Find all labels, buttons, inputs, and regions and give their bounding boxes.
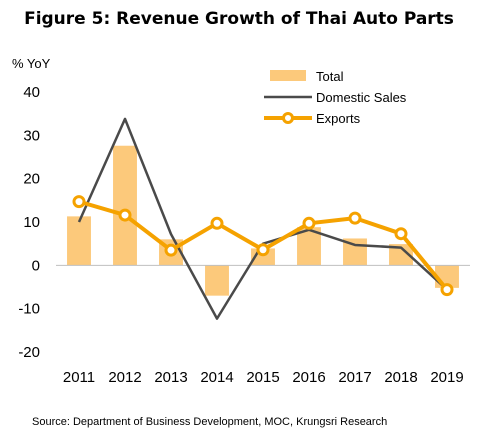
x-tick-label: 2019 [430,369,463,386]
y-tick-label: 40 [23,84,40,101]
marker-exports-2019 [440,283,454,297]
marker-exports-2014 [210,216,224,230]
x-tick-label: 2018 [384,369,417,386]
legend: Total Domestic Sales Exports [264,69,407,126]
source-note: Source: Department of Business Developme… [32,416,387,428]
marker-exports-2011 [72,195,86,209]
x-tick-label: 2011 [63,369,95,386]
y-tick-label: 20 [23,171,40,188]
marker-exports-2018 [394,227,408,241]
y-tick-label: -20 [18,344,40,361]
x-tick-label: 2016 [292,369,325,386]
legend-label-total: Total [316,69,344,84]
y-tick-label: 0 [32,257,40,274]
x-tick-label: 2015 [246,369,279,386]
y-tick-label: 30 [23,127,40,144]
bar-total-2012 [113,145,137,266]
x-tick-label: 2014 [200,369,233,386]
bar-series-total [67,145,459,296]
legend-label-domestic-sales: Domestic Sales [316,90,407,105]
legend-swatch-total [270,70,306,81]
marker-exports-2017 [348,211,362,225]
bar-total-2018 [389,244,413,266]
legend-marker-exports [282,112,294,124]
bar-total-2014 [205,265,229,296]
bar-total-2011 [67,216,91,266]
marker-exports-2016 [302,216,316,230]
line-series [72,117,454,320]
legend-label-exports: Exports [316,111,361,126]
y-tick-label: -10 [18,301,40,318]
y-tick-label: 10 [23,214,40,231]
x-tick-label: 2017 [338,369,371,386]
x-tick-label: 2012 [108,369,141,386]
marker-exports-2012 [118,208,132,222]
y-axis-unit-label: % YoY [12,56,51,71]
y-axis-ticks: -20 -10 0 10 20 30 40 [18,84,40,361]
x-tick-label: 2013 [154,369,187,386]
chart-title: Figure 5: Revenue Growth of Thai Auto Pa… [24,9,454,29]
bar-total-2016 [297,227,321,266]
x-axis-ticks: 2011 2012 2013 2014 2015 2016 2017 2018 2019 [63,369,464,386]
marker-exports-2015 [256,243,270,257]
marker-exports-2013 [164,243,178,257]
